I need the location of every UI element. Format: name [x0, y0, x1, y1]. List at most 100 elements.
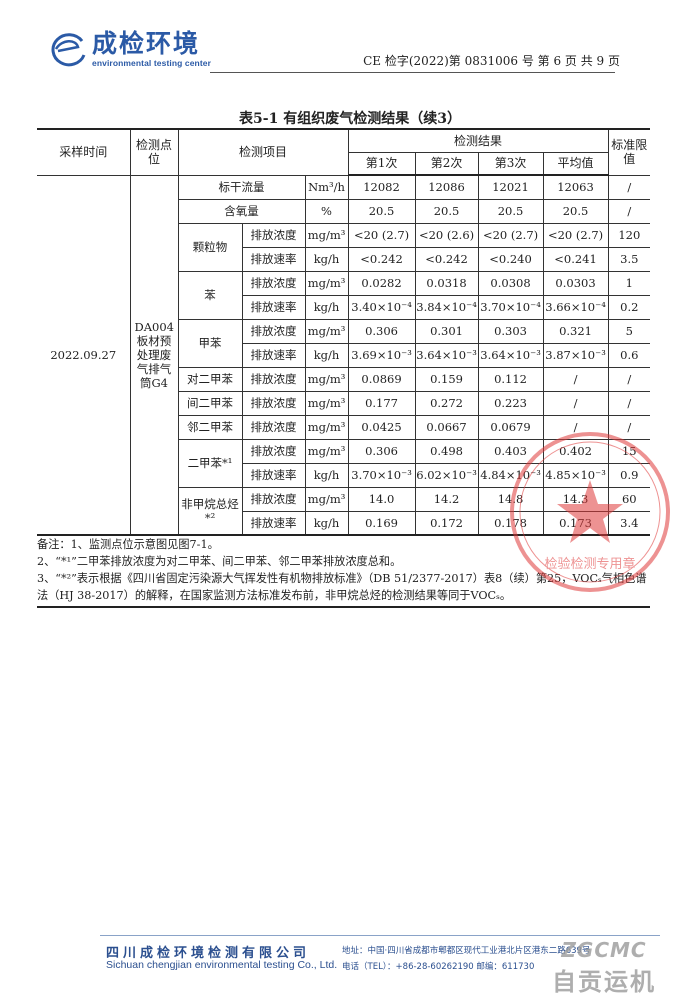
logo-en: environmental testing center — [92, 58, 211, 68]
company-logo: 成检环境 environmental testing center — [48, 30, 211, 68]
result-value: 3.40×10⁻⁴ — [347, 294, 416, 320]
document-number: CE 检字(2022)第 0831006 号 第 6 页 共 9 页 — [363, 54, 620, 68]
item-name: 含氧量 — [177, 198, 306, 224]
unit: kg/h — [304, 294, 349, 320]
notes: 备注：1、监测点位示意图见图7-1。 2、“*¹”二甲苯排放浓度为对二甲苯、间二… — [37, 536, 650, 608]
note-1: 备注：1、监测点位示意图见图7-1。 — [37, 538, 219, 551]
result-value: 0.223 — [477, 390, 544, 416]
result-value: <0.240 — [477, 246, 544, 272]
result-value: 12082 — [347, 174, 416, 200]
item-parameter: 排放速率 — [241, 462, 306, 488]
item-name: 苯 — [177, 270, 243, 320]
result-value: 0.0425 — [347, 414, 416, 440]
svg-text:检验检测专用章: 检验检测专用章 — [544, 556, 635, 572]
result-value: 3.87×10⁻³ — [542, 342, 609, 368]
unit: mg/m³ — [304, 318, 349, 344]
item-parameter: 排放速率 — [241, 294, 306, 320]
item-parameter: 排放浓度 — [241, 318, 306, 344]
item-name: 邻二甲苯 — [177, 414, 243, 440]
table-row: 排放速率 kg/h <0.242 <0.242 <0.240 <0.241 3.5 — [37, 246, 651, 272]
unit: mg/m³ — [304, 222, 349, 248]
item-name: 间二甲苯 — [177, 390, 243, 416]
result-value: / — [542, 366, 609, 392]
result-value: 3.66×10⁻⁴ — [542, 294, 609, 320]
item-parameter: 排放速率 — [241, 510, 306, 536]
result-value: <20 (2.6) — [414, 222, 479, 248]
result-value: 0.0869 — [347, 366, 416, 392]
unit: kg/h — [304, 462, 349, 488]
result-value: <0.242 — [414, 246, 479, 272]
result-value: 0.0667 — [414, 414, 479, 440]
watermark-line1: ZGCMC — [561, 938, 647, 962]
item-parameter: 排放浓度 — [241, 222, 306, 248]
result-value: <20 (2.7) — [347, 222, 416, 248]
item-name: 非甲烷总烃*² — [177, 486, 243, 536]
limit-value: / — [607, 366, 651, 392]
note-2: 2、“*¹”二甲苯排放浓度为对二甲苯、间二甲苯、邻二甲苯排放浓度总和。 — [37, 555, 402, 568]
item-name: 标干流量 — [177, 174, 306, 200]
item-name: 颗粒物 — [177, 222, 243, 272]
result-value: 0.112 — [477, 366, 544, 392]
unit: mg/m³ — [304, 390, 349, 416]
footer-company-en: Sichuan chengjian environmental testing … — [106, 959, 338, 971]
sampling-point: DA004板材预处理废气排气筒G4 — [129, 174, 179, 536]
footer-divider — [100, 935, 660, 936]
table-row: 甲苯 排放浓度 mg/m³ 0.306 0.301 0.303 0.321 5 — [37, 318, 651, 368]
result-value: <0.242 — [347, 246, 416, 272]
result-value: 0.403 — [477, 438, 544, 464]
result-value: 3.84×10⁻⁴ — [414, 294, 479, 320]
result-value: 0.0318 — [414, 270, 479, 296]
result-value: / — [542, 390, 609, 416]
result-value: 0.0679 — [477, 414, 544, 440]
seal-star-icon — [557, 480, 623, 543]
unit: mg/m³ — [304, 270, 349, 296]
item-parameter: 排放浓度 — [241, 486, 306, 512]
table-row: 含氧量% 20.5 20.5 20.5 20.5/ — [37, 198, 651, 224]
unit: mg/m³ — [304, 486, 349, 512]
result-value: 20.5 — [414, 198, 479, 224]
limit-value: 0.2 — [607, 294, 651, 320]
result-value: 20.5 — [477, 198, 544, 224]
header-avg: 平均值 — [542, 151, 609, 176]
result-value: 0.169 — [347, 510, 416, 536]
result-value: 12021 — [477, 174, 544, 200]
header-run2: 第2次 — [414, 151, 479, 176]
note-3: 3、“*²”表示根据《四川省固定污染源大气挥发性有机物排放标准》（DB 51/2… — [37, 572, 647, 602]
table-title: 表5-1 有组织废气检测结果（续3） — [239, 111, 461, 127]
item-name: 甲苯 — [177, 318, 243, 368]
result-value: 3.64×10⁻³ — [477, 342, 544, 368]
result-value: 3.70×10⁻⁴ — [477, 294, 544, 320]
limit-value: 3.4 — [607, 510, 651, 536]
unit: mg/m³ — [304, 414, 349, 440]
unit: % — [304, 198, 349, 224]
result-value: 20.5 — [542, 198, 609, 224]
item-parameter: 排放速率 — [241, 246, 306, 272]
result-value: 20.5 — [347, 198, 416, 224]
result-value: 0.498 — [414, 438, 479, 464]
limit-value: 120 — [607, 222, 651, 248]
result-value: 0.303 — [477, 318, 544, 344]
item-parameter: 排放浓度 — [241, 438, 306, 464]
result-value: 0.0308 — [477, 270, 544, 296]
item-name: 对二甲苯 — [177, 366, 243, 392]
result-value: 4.84×10⁻³ — [477, 462, 544, 488]
limit-value: 3.5 — [607, 246, 651, 272]
header-run1: 第1次 — [347, 151, 416, 176]
header-limit: 标准限值 — [607, 128, 651, 176]
unit: kg/h — [304, 246, 349, 272]
table-row: 对二甲苯 排放浓度 mg/m³ 0.0869 0.159 0.112// — [37, 366, 651, 392]
result-value: 0.301 — [414, 318, 479, 344]
header-time: 采样时间 — [37, 128, 131, 176]
result-value: 0.321 — [542, 318, 609, 344]
header-run3: 第3次 — [477, 151, 544, 176]
result-value: 0.177 — [347, 390, 416, 416]
item-parameter: 排放浓度 — [241, 414, 306, 440]
result-value: 14.2 — [414, 486, 479, 512]
limit-value: / — [607, 198, 651, 224]
item-name: 二甲苯*¹ — [177, 438, 243, 488]
result-value: 12086 — [414, 174, 479, 200]
result-value: 0.159 — [414, 366, 479, 392]
item-parameter: 排放浓度 — [241, 366, 306, 392]
result-value: 0.172 — [414, 510, 479, 536]
result-value: <20 (2.7) — [542, 222, 609, 248]
